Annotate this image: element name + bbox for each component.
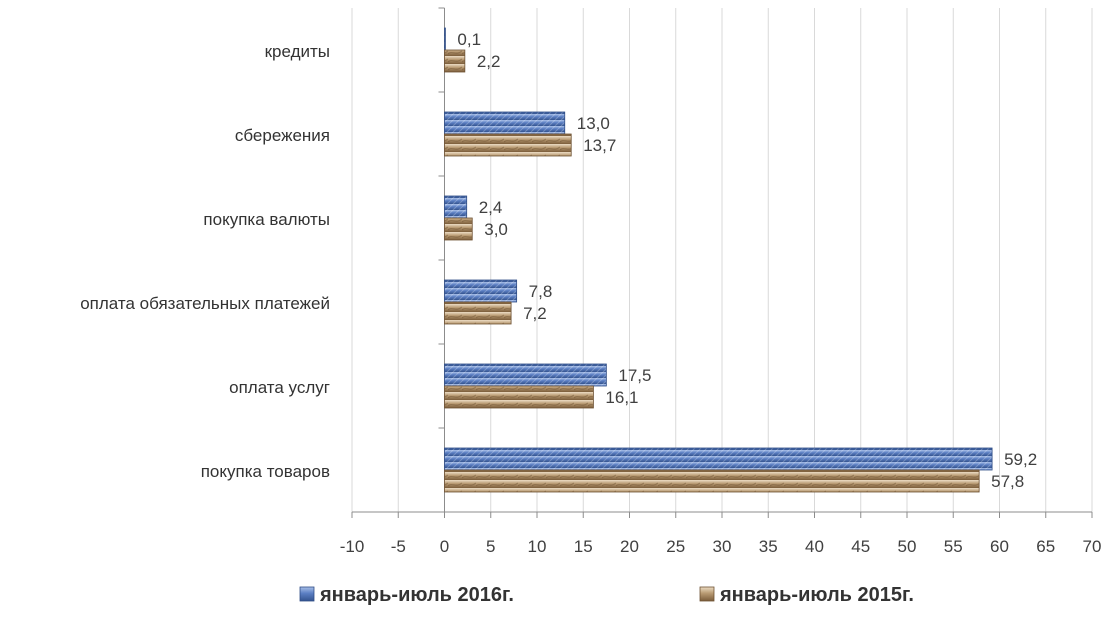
data-label: 2,2 (477, 52, 501, 71)
legend-entry-label: январь-июль 2015г. (719, 584, 914, 606)
bar-series-2015 (444, 469, 980, 493)
data-label: 13,7 (583, 136, 616, 155)
bar-series-2015 (444, 217, 473, 241)
category-label: кредиты (265, 42, 330, 61)
x-tick-label: 65 (1036, 537, 1055, 556)
category-labels: покупка товаров оплата услуг оплата обязат… (80, 42, 330, 481)
x-tick-label: 55 (944, 537, 963, 556)
x-tick-label: 60 (990, 537, 1009, 556)
tan-square-icon (699, 586, 715, 602)
x-tick-label: 5 (486, 537, 495, 556)
x-tick-label: 70 (1083, 537, 1102, 556)
x-tick-label: 35 (759, 537, 778, 556)
bar-series-2016 (444, 447, 993, 471)
legend-entry-label: январь-июль 2016г. (319, 584, 514, 606)
data-label: 7,8 (529, 282, 553, 301)
data-label: 2,4 (479, 198, 503, 217)
bar-series-2015 (444, 385, 594, 409)
bar-series-2015 (444, 301, 512, 325)
data-label: 57,8 (991, 472, 1024, 491)
data-label: 59,2 (1004, 450, 1037, 469)
bar-series-2015 (444, 49, 466, 73)
x-tick-label: 45 (851, 537, 870, 556)
blue-square-icon (299, 586, 315, 602)
category-label: сбережения (235, 126, 330, 145)
x-tick-label: 50 (898, 537, 917, 556)
x-tick-label: -10 (340, 537, 365, 556)
x-tick-label: 30 (713, 537, 732, 556)
bar-series-2015 (444, 133, 572, 157)
x-tick-label: 25 (666, 537, 685, 556)
data-label: 13,0 (577, 114, 610, 133)
data-labels: 59,2 57,8 17,5 16,1 7,8 7,2 2,4 3,0 13,0 13,7 0,1 2… (457, 30, 1037, 491)
bar-series-2016 (444, 27, 446, 51)
category-label: покупка товаров (201, 462, 330, 481)
x-tick-label: 15 (574, 537, 593, 556)
data-label: 16,1 (605, 388, 638, 407)
axes (351, 7, 1093, 518)
bar-series-2016 (444, 279, 518, 303)
category-label: покупка валюты (203, 210, 330, 229)
data-label: 3,0 (484, 220, 508, 239)
data-label: 0,1 (457, 30, 481, 49)
x-tick-label: -5 (391, 537, 406, 556)
x-tick-label: 20 (620, 537, 639, 556)
legend: январь-июль 2016г. январь-июль 2015г. (299, 584, 914, 606)
category-label: оплата обязательных платежей (80, 294, 330, 313)
data-label: 17,5 (618, 366, 651, 385)
x-tick-labels: -10 -5 0 5 10 15 20 25 30 35 40 45 50 55 60 65 70 (340, 537, 1102, 556)
x-tick-label: 10 (528, 537, 547, 556)
x-tick-label: 40 (805, 537, 824, 556)
grid-lines (351, 8, 1093, 512)
category-label: оплата услуг (229, 378, 330, 397)
x-tick-label: 0 (440, 537, 449, 556)
bar-series-2016 (444, 363, 607, 387)
bar-series-2016 (444, 111, 566, 135)
bars (444, 27, 993, 493)
data-label: 7,2 (523, 304, 547, 323)
bar-series-2016 (444, 195, 468, 219)
